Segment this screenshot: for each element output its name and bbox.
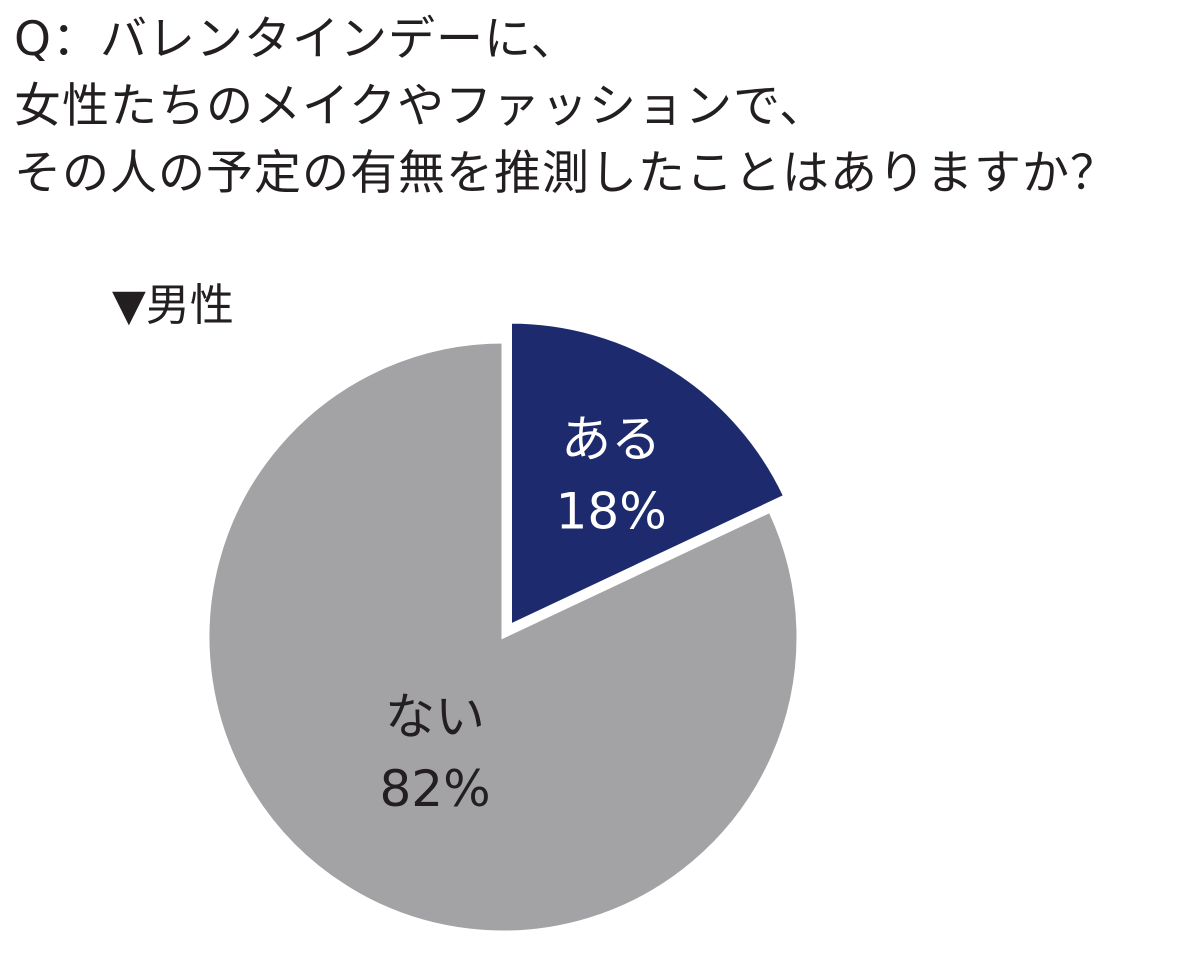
title-line-1: Q：バレンタインデーに、 (14, 12, 579, 67)
pie-slice-1 (509, 320, 787, 628)
pie-slices (206, 320, 800, 934)
slice-label-2: ない (385, 688, 485, 746)
title-line-2: 女性たちのメイクやファッションで、 (14, 79, 828, 134)
title-line-3: その人の予定の有無を推測したことはありますか？ (14, 146, 1118, 201)
group-label-male: ▼男性 (112, 280, 234, 331)
chart-title: Q：バレンタインデーに、 女性たちのメイクやファッションで、 その人の予定の有無… (14, 6, 1194, 207)
pie-labels: ある 18% ない 82% (379, 411, 666, 819)
slice-value-label-2: 82% (379, 760, 490, 818)
slice-value-label-1: 18% (556, 483, 667, 541)
pie-slice-2 (206, 340, 800, 934)
slice-label-1: ある (561, 411, 661, 469)
